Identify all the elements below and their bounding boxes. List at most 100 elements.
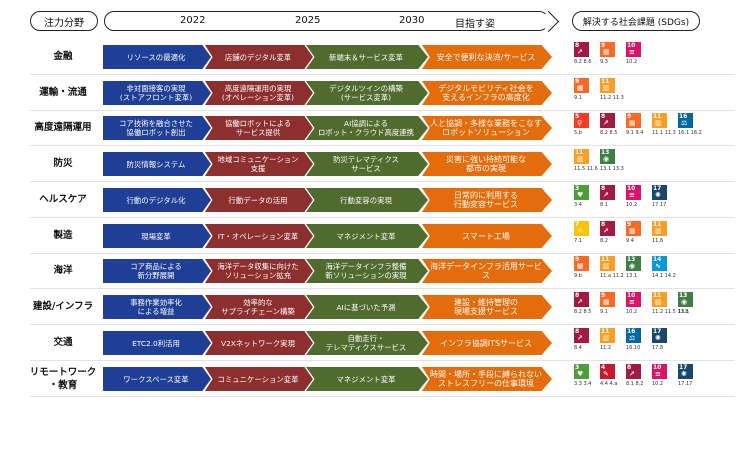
sdg-goal-number: 4 xyxy=(601,364,606,371)
sdg-goal-9-icon: 9 ▦ xyxy=(600,292,615,307)
sdg-glyph-icon: ⚖ xyxy=(629,334,636,342)
sdg-target-caption: 9.1 9.4 xyxy=(626,130,644,136)
stage-text: コア商品による 新分野展開 xyxy=(130,262,182,280)
stage-text: 地域コミュニケーション 支援 xyxy=(217,155,299,173)
sdg-goal-9-icon: 9 ▦ xyxy=(574,256,589,271)
roadmap-stage-3: 行動変容の実現 xyxy=(306,188,428,212)
target-label: 目指す姿 xyxy=(455,19,495,30)
sdg-target-caption: 8.2 xyxy=(600,238,608,244)
sdg-glyph-icon: ✎ xyxy=(603,370,609,378)
roadmap-stage-1: 事務作業効率化 による増益 xyxy=(103,295,211,319)
sdg-target-caption: 13.1 xyxy=(626,273,638,279)
sdg-glyph-icon: ≡ xyxy=(629,298,635,306)
sdg-glyph-icon: ▥ xyxy=(655,119,662,127)
stage-text: 防災テレマティクス サービス xyxy=(333,155,399,173)
sdg-target-caption: 11.2 xyxy=(600,345,612,351)
sdg-target-caption: 17.8 xyxy=(652,345,664,351)
sdg-goal-11-icon: 11 ▥ xyxy=(652,292,667,307)
sdg-target-caption: 13.1 13.3 xyxy=(600,166,624,172)
sdg-glyph-icon: ▦ xyxy=(629,119,636,127)
sdg-target-caption: 9.1 xyxy=(574,95,582,101)
sdg-goals: 8 ↗ 8.4 11 ▥ 11.2 16 ⚖ 16.10 17 ✺ 17.8 xyxy=(574,328,744,361)
sdg-goal-7-icon: 7 ☼ xyxy=(574,221,589,236)
roadmap-stage-2: IT・オペレーション変革 xyxy=(205,224,313,248)
sdg-goal-10-icon: 10 ≡ xyxy=(626,292,641,307)
year-label: 2022 xyxy=(180,15,206,26)
roadmap-stage-1: 防災情報システム xyxy=(103,152,211,176)
sdg-goal-number: 8 xyxy=(601,221,606,228)
sdg-goal-13-icon: 13 ◉ xyxy=(626,256,641,271)
stage-text: 店舗のデジタル変革 xyxy=(224,52,292,62)
focus-area-text: ヘルスケア xyxy=(39,194,87,205)
sdg-goal-9-icon: 9 ▦ xyxy=(574,78,589,93)
sdg-goal-number: 17 xyxy=(653,328,662,335)
sdg-target-caption: 16.10 xyxy=(626,345,641,351)
sdg-glyph-icon: ◉ xyxy=(681,298,688,306)
sdg-goal-9-icon: 9 ▦ xyxy=(626,221,641,236)
sdg-goal-number: 8 xyxy=(601,185,606,192)
sdg-goal-number: 11 xyxy=(601,78,610,85)
sdg-goal-number: 8 xyxy=(575,292,580,299)
roadmap-stage-4: デジタルモビリティ社会を 支えるインフラの高度化 xyxy=(422,81,552,105)
sdg-goal-17-icon: 17 ✺ xyxy=(652,328,667,343)
focus-area-text: リモートワーク ・教育 xyxy=(29,366,97,391)
sdg-glyph-icon: ▥ xyxy=(577,155,584,163)
row-divider xyxy=(30,181,735,182)
sdg-goal-8-icon: 8 ↗ xyxy=(600,221,615,236)
year-label: 2025 xyxy=(295,15,321,26)
sdg-target-caption: 14.1 14.2 xyxy=(652,273,676,279)
sdg-glyph-icon: ↗ xyxy=(603,119,609,127)
sdg-goal-11-icon: 11 ▥ xyxy=(574,149,589,164)
stage-text: AI協調による ロボット・クラウド高度連携 xyxy=(317,119,415,137)
sdg-goal-number: 16 xyxy=(627,328,636,335)
roadmap-stage-3: 海洋データインフラ整備 新ソリューションの実現 xyxy=(306,259,428,283)
sdg-goal-number: 10 xyxy=(627,292,636,299)
sdg-glyph-icon: ▦ xyxy=(603,298,610,306)
stage-text: IT・オペレーション変革 xyxy=(217,231,299,241)
sdg-goal-16-icon: 16 ⚖ xyxy=(626,328,641,343)
sdg-glyph-icon: ✺ xyxy=(681,370,687,378)
sdg-goal-8-icon: 8 ↗ xyxy=(600,113,615,128)
sdg-goal-number: 11 xyxy=(653,292,662,299)
row-divider xyxy=(30,396,735,397)
row-divider xyxy=(30,110,735,111)
sdg-goal-4-icon: 4 ✎ xyxy=(600,364,615,379)
roadmap-stage-2: コミュニケーション変革 xyxy=(205,367,313,391)
roadmap-stage-4: 災害に強い持続可能な 都市の実現 xyxy=(422,152,552,176)
roadmap-stage-2: 効率的な サプライチェーン構築 xyxy=(205,295,313,319)
roadmap-stage-1: ETC2.0利活用 xyxy=(103,331,211,355)
sdg-goal-number: 10 xyxy=(627,185,636,192)
stage-text: マネジメント変革 xyxy=(336,374,396,384)
sdg-goal-number: 13 xyxy=(627,256,636,263)
stage-text: 人と協調・多様な業務をこなす ロボットソリューション xyxy=(430,119,542,137)
stage-text: 現場変革 xyxy=(141,231,171,241)
roadmap-stage-3: 新端末＆サービス変革 xyxy=(306,45,428,69)
roadmap-stage-4: 安全で便利な決済/サービス xyxy=(422,45,552,69)
focus-area-label: 防災 xyxy=(22,147,104,180)
stage-text: デジタルモビリティ社会を 支えるインフラの高度化 xyxy=(438,84,534,102)
field-header: 注力分野 xyxy=(30,11,98,31)
row-divider xyxy=(30,324,735,325)
sdg-glyph-icon: ▥ xyxy=(603,262,610,270)
sdg-goal-number: 3 xyxy=(575,364,580,371)
stage-text: 事務作業効率化 による増益 xyxy=(130,298,182,316)
focus-area-label: リモートワーク ・教育 xyxy=(22,362,104,395)
sdg-glyph-icon: ✺ xyxy=(655,334,661,342)
sdg-goal-11-icon: 11 ▥ xyxy=(600,256,615,271)
sdg-goals: 11 ▥ 11.5 11.6 13 ◉ 13.1 13.3 xyxy=(574,149,744,182)
sdg-goal-number: 11 xyxy=(653,113,662,120)
stage-text: 効率的な サプライチェーン構築 xyxy=(221,298,295,316)
sdg-goals: 8 ↗ 8.2 8.5 9 ▦ 9.1 10 ≡ 10.2 11 ▥ 11.2 11.5 11.b 13… xyxy=(574,292,744,325)
stage-text: AIに基づいた予測 xyxy=(336,302,396,312)
sdg-target-caption: 9.b xyxy=(574,273,582,279)
roadmap-stage-3: 防災テレマティクス サービス xyxy=(306,152,428,176)
sdg-glyph-icon: ≡ xyxy=(655,370,661,378)
sdg-goal-number: 10 xyxy=(653,364,662,371)
sdg-target-caption: 7.1 xyxy=(574,238,582,244)
sdg-goal-number: 9 xyxy=(627,221,632,228)
stage-text: 高度遠隔運用の実現 (オペレーション変革) xyxy=(221,84,295,102)
roadmap-stage-1: 行動のデジタル化 xyxy=(103,188,211,212)
stage-text: 海洋データインフラ整備 新ソリューションの実現 xyxy=(325,262,407,280)
roadmap-stage-3: 自動走行・ テレマティクスサービス xyxy=(306,331,428,355)
sdg-goal-number: 8 xyxy=(575,42,580,49)
